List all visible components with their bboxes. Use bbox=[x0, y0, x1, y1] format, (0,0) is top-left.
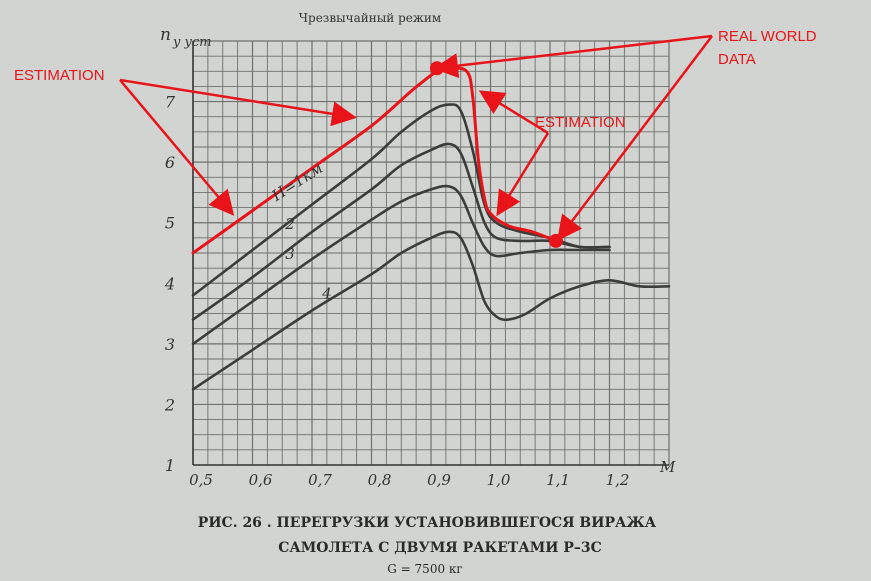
y-tick-label: 4 bbox=[164, 274, 175, 293]
y-tick-label: 6 bbox=[165, 153, 175, 172]
x-tick-label: 0,9 bbox=[427, 471, 451, 489]
y-axis-label-sub: y уст bbox=[172, 35, 212, 50]
x-tick-label: 0,7 bbox=[308, 471, 332, 489]
series-line-3 bbox=[191, 184, 611, 346]
x-axis-label: M bbox=[659, 458, 676, 476]
annotation-arrow bbox=[556, 35, 713, 241]
y-tick-label: 7 bbox=[165, 93, 176, 112]
y-axis-label-main: n bbox=[160, 25, 171, 45]
annotation-estimation-right: ESTIMATION bbox=[535, 114, 626, 131]
estimation-curve bbox=[191, 66, 558, 255]
annotation-estimation-left: ESTIMATION bbox=[14, 67, 105, 84]
real-world-data-point bbox=[548, 233, 563, 248]
series-label: 3 bbox=[285, 245, 295, 263]
y-axis-title: n y уст bbox=[160, 25, 212, 50]
annotation-arrow bbox=[478, 90, 549, 135]
x-tick-label: 1,1 bbox=[546, 471, 570, 489]
caption-line-2: САМОЛЕТА С ДВУМЯ РАКЕТАМИ Р–3С bbox=[278, 540, 602, 556]
annotation-arrow bbox=[433, 34, 713, 79]
grid bbox=[192, 40, 670, 466]
series-label: 4 bbox=[321, 284, 332, 302]
annotations bbox=[119, 34, 713, 241]
real-world-data-point bbox=[429, 61, 444, 76]
y-tick-label: 1 bbox=[165, 456, 175, 475]
x-tick-label: 0,6 bbox=[249, 471, 273, 489]
annotation-real-world-line-2: DATA bbox=[718, 51, 756, 68]
x-tick-label: 1,0 bbox=[487, 471, 511, 489]
caption-line-3: G = 7500 кг bbox=[387, 562, 462, 576]
annotation-arrow bbox=[496, 132, 550, 217]
markers bbox=[429, 61, 563, 248]
chart-title: Чрезвычайный режим bbox=[299, 11, 442, 25]
series-line-2 bbox=[191, 142, 611, 321]
annotation-arrow bbox=[119, 79, 235, 216]
annotation-arrow bbox=[119, 78, 357, 127]
series-line-4 bbox=[191, 230, 671, 391]
caption-line-1: РИС. 26 . ПЕРЕГРУЗКИ УСТАНОВИВШЕГОСЯ ВИР… bbox=[198, 515, 657, 531]
series-group bbox=[191, 66, 671, 391]
y-tick-label: 2 bbox=[164, 395, 175, 414]
series-label: 2 bbox=[284, 215, 295, 233]
annotation-real-world-line-1: REAL WORLD bbox=[718, 28, 817, 45]
y-tick-label: 3 bbox=[165, 335, 175, 354]
x-tick-label: 0,8 bbox=[368, 471, 392, 489]
axes: 0,5 0,6 0,7 0,8 0,9 1,0 1,1 1,2 1 2 3 4 5 6 7 bbox=[164, 41, 669, 489]
x-tick-label: 0,5 bbox=[189, 471, 213, 489]
y-tick-label: 5 bbox=[165, 214, 175, 233]
x-tick-label: 1,2 bbox=[606, 471, 630, 489]
